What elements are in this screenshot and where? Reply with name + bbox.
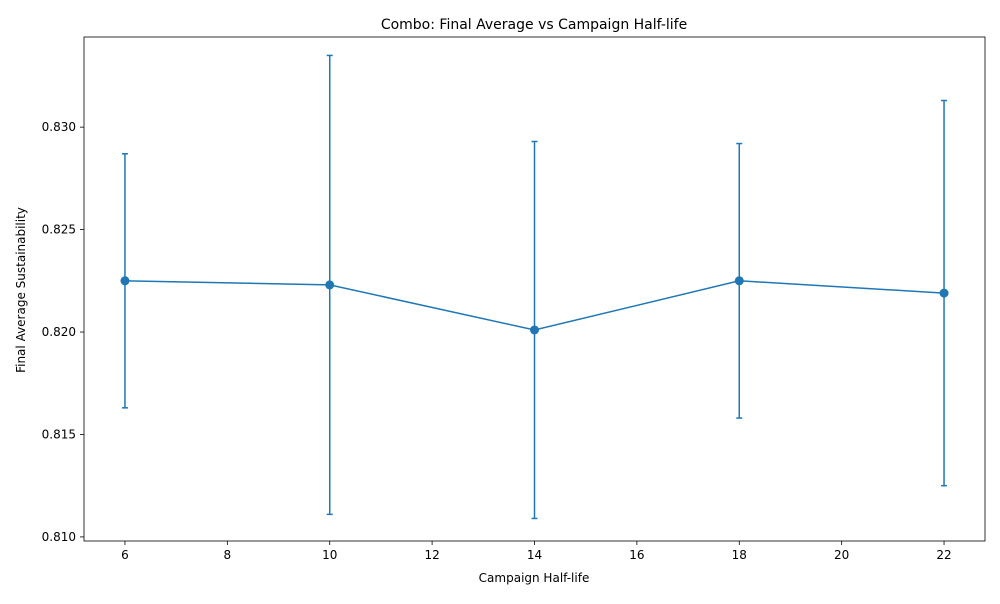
data-point xyxy=(120,276,130,286)
y-tick-label: 0.830 xyxy=(42,120,76,134)
x-tick-label: 10 xyxy=(322,548,337,562)
data-point xyxy=(530,325,539,335)
x-tick-label: 12 xyxy=(424,548,439,562)
x-tick-label: 6 xyxy=(121,548,129,562)
data-point xyxy=(734,276,744,286)
x-tick-label: 18 xyxy=(732,548,747,562)
y-axis-label: Final Average Sustainability xyxy=(14,207,28,373)
chart-title: Combo: Final Average vs Campaign Half-li… xyxy=(381,17,687,33)
data-point xyxy=(325,280,335,290)
y-tick-label: 0.820 xyxy=(42,325,76,339)
data-point xyxy=(939,288,949,298)
x-axis-label: Campaign Half-life xyxy=(479,571,590,585)
x-tick-label: 14 xyxy=(527,548,542,562)
y-tick-label: 0.815 xyxy=(42,427,76,441)
x-tick-label: 16 xyxy=(629,548,644,562)
y-tick-label: 0.810 xyxy=(42,530,76,544)
x-tick-label: 22 xyxy=(936,548,951,562)
plot-area: 6 8 10 12 14 16 18 20 22 0.810 0.815 0.820 0.825 0.83… xyxy=(42,36,986,562)
axes-frame xyxy=(83,36,986,542)
x-tick-label: 20 xyxy=(834,548,849,562)
y-tick-label: 0.825 xyxy=(42,223,76,237)
x-tick-label: 8 xyxy=(224,548,232,562)
